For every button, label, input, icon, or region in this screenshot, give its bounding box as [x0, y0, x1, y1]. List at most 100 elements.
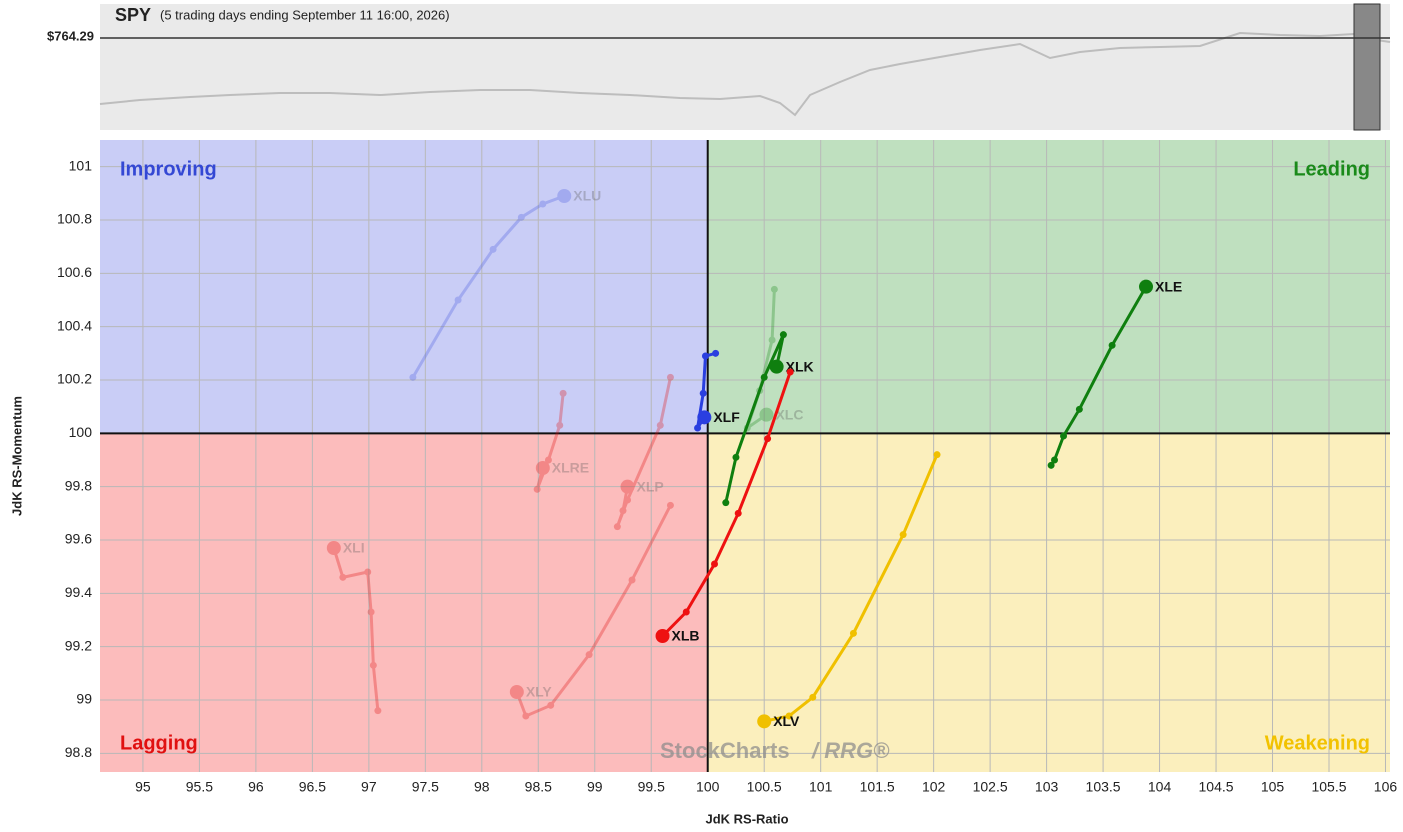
y-tick-label: 100.6: [57, 264, 92, 280]
x-tick-label: 101: [809, 779, 833, 795]
tail-point: [556, 421, 564, 429]
series-label: XLI: [343, 540, 365, 556]
x-tick-label: 97: [361, 779, 377, 795]
tail-point: [666, 501, 674, 509]
tail-point: [666, 373, 674, 381]
watermark: / RRG®: [811, 738, 890, 763]
x-tick-label: 95: [135, 779, 151, 795]
series: XLF: [694, 349, 740, 432]
series-label: XLB: [672, 628, 700, 644]
y-tick-label: 99: [76, 691, 92, 707]
price-label: $764.29: [47, 28, 94, 43]
x-tick-label: 103: [1035, 779, 1059, 795]
head-point: [655, 629, 670, 643]
head-point: [326, 541, 341, 555]
y-tick-label: 100.4: [57, 317, 92, 333]
tail-point: [899, 531, 907, 539]
series: XLRE: [533, 389, 589, 493]
tail-point: [694, 424, 702, 432]
tail-point: [809, 693, 817, 701]
tail-point: [1108, 341, 1116, 349]
head-point: [697, 410, 712, 425]
x-axis-label: JdK RS-Ratio: [705, 811, 788, 826]
y-tick-label: 99.6: [65, 531, 92, 547]
x-tick-label: 99.5: [638, 779, 665, 795]
x-tick-label: 98: [474, 779, 490, 795]
y-tick-label: 99.2: [65, 637, 92, 653]
x-tick-label: 104.5: [1199, 779, 1234, 795]
x-tick-label: 105.5: [1311, 779, 1346, 795]
series: XLY: [509, 501, 674, 720]
tail-point: [364, 568, 372, 576]
quadrant: [100, 140, 708, 434]
tail-point: [585, 651, 593, 659]
watermark: StockCharts: [660, 738, 790, 763]
y-tick-label: 99.4: [65, 584, 92, 600]
tail-point: [1075, 405, 1083, 413]
x-tick-label: 103.5: [1086, 779, 1121, 795]
head-point: [769, 359, 784, 374]
tail-point: [656, 421, 664, 429]
tail-point: [734, 509, 742, 517]
head-point: [620, 479, 635, 494]
quadrant-label: Improving: [120, 158, 217, 180]
tail-line: [332, 547, 380, 711]
head-point: [757, 714, 772, 729]
head-point: [557, 189, 572, 203]
tail-point: [409, 373, 417, 381]
series: XLP: [613, 373, 674, 531]
series-label: XLE: [1155, 278, 1182, 294]
x-tick-label: 105: [1261, 779, 1285, 795]
x-tick-label: 102.5: [973, 779, 1008, 795]
series: XLI: [326, 540, 382, 715]
x-tick-label: 102: [922, 779, 946, 795]
tail-point: [764, 435, 772, 443]
tail-point: [770, 285, 778, 293]
series: XLV: [757, 451, 941, 729]
tail-point: [701, 352, 709, 360]
quadrant: [100, 433, 708, 772]
tail-point: [1051, 456, 1059, 464]
tail-line: [535, 393, 565, 490]
price-line: [99, 31, 1391, 117]
tail-point: [454, 296, 462, 304]
series-label: XLC: [775, 406, 803, 422]
y-tick-label: 100: [69, 424, 93, 440]
x-tick-label: 100: [696, 779, 720, 795]
x-tick-label: 95.5: [186, 779, 213, 795]
tail-point: [628, 576, 636, 584]
tail-point: [786, 368, 794, 376]
price-panel: [100, 4, 1390, 130]
series-label: XLP: [637, 478, 664, 494]
x-tick-label: 106: [1374, 779, 1398, 795]
series: XLB: [655, 368, 794, 644]
y-tick-label: 98.8: [65, 744, 92, 760]
quadrant-label: Lagging: [120, 732, 198, 754]
tail-point: [711, 560, 719, 568]
tail-point: [1060, 432, 1068, 440]
x-tick-label: 97.5: [412, 779, 439, 795]
tail-line: [661, 371, 792, 638]
tail-point: [613, 523, 621, 531]
series-label: XLV: [773, 713, 800, 729]
series-label: XLF: [713, 409, 740, 425]
tail-point: [339, 573, 347, 581]
tail-point: [544, 456, 552, 464]
subtitle: (5 trading days ending September 11 16:0…: [160, 7, 450, 22]
tail-point: [785, 712, 793, 720]
tail-point: [768, 336, 776, 344]
series-label: XLRE: [552, 460, 589, 476]
quadrant: [707, 140, 1390, 434]
tail-point: [712, 349, 720, 357]
head-point: [1139, 279, 1154, 294]
tail-point: [369, 661, 377, 669]
tail-point: [367, 608, 375, 616]
head-point: [509, 685, 524, 699]
tail-point: [547, 701, 555, 709]
tail-line: [763, 454, 939, 723]
tail-point: [517, 213, 525, 221]
ticker: SPY: [115, 5, 151, 25]
quadrant-label: Leading: [1293, 158, 1370, 180]
y-axis-label: JdK RS-Momentum: [9, 396, 24, 516]
